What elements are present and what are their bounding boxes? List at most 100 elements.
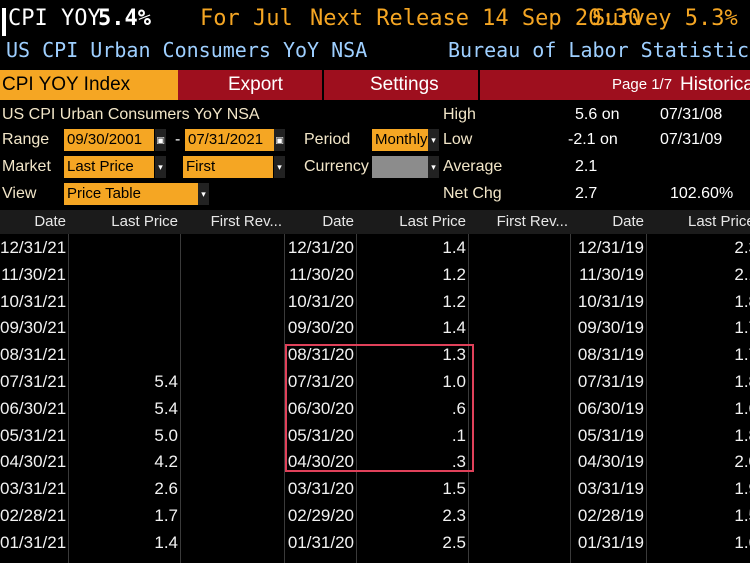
column-header-last-price[interactable]: Last Price	[688, 213, 750, 230]
column-header-first-rev[interactable]: First Rev...	[496, 213, 568, 230]
table-cell-date: 03/31/19	[577, 479, 644, 498]
ticker: CPI YOY	[8, 6, 101, 31]
table-cell-last-price: 1.8	[734, 372, 750, 391]
index-tab[interactable]: CPI YOY Index	[0, 70, 178, 100]
table-cell-last-price: 2.3	[734, 238, 750, 257]
period-select[interactable]: Monthly	[372, 129, 428, 151]
table-cell-last-price: 1.3	[442, 345, 466, 364]
table-cell-date: 11/30/20	[289, 265, 354, 284]
survey: Survey 5.3%	[592, 6, 738, 31]
column-divider	[570, 234, 571, 563]
table-cell-date: 03/31/21	[0, 479, 67, 498]
highlight-box	[285, 344, 474, 472]
table-cell-last-price: 5.4	[154, 399, 178, 418]
table-cell-date: 06/30/19	[577, 399, 644, 418]
table-cell-last-price	[70, 341, 178, 368]
table-cell-last-price: 2.0	[734, 452, 750, 471]
table-cell-date: 11/30/19	[579, 265, 644, 284]
table-cell-last-price: 1.0	[442, 372, 466, 391]
table-cell-last-price: .1	[451, 426, 466, 445]
chevron-down-icon[interactable]: ▾	[428, 129, 439, 151]
table-cell-date: 08/31/20	[287, 345, 354, 364]
table-header: Date Last Price First Rev... Date Last P…	[0, 210, 750, 234]
table-cell-date: 04/30/19	[577, 452, 644, 471]
table-cell-last-price: 1.5	[734, 506, 750, 525]
table-cell-date: 06/30/21	[0, 399, 67, 418]
column-header-first-rev[interactable]: First Rev...	[210, 213, 282, 230]
table-cell-last-price: 1.7	[154, 506, 178, 525]
calendar-icon[interactable]: ▣	[274, 129, 285, 151]
chevron-down-icon[interactable]: ▾	[428, 156, 439, 178]
next-release: Next Release 14 Sep 20:30	[310, 6, 642, 31]
revision-select[interactable]: First Revision	[183, 156, 273, 178]
table-cell-date: 04/30/21	[0, 452, 67, 471]
table-cell-date: 02/28/21	[0, 506, 67, 525]
table-cell-date: 12/31/20	[287, 238, 354, 257]
table-cell-date: 02/29/20	[287, 506, 354, 525]
chevron-down-icon[interactable]: ▾	[155, 156, 166, 178]
table-cell-date: 08/31/19	[577, 345, 644, 364]
page-indicator: Page 1/7	[612, 76, 673, 93]
view-select[interactable]: Price Table	[64, 183, 198, 205]
market-select[interactable]: Last Price	[64, 156, 154, 178]
table-cell-last-price: 1.7	[734, 318, 750, 337]
column-divider	[180, 234, 181, 563]
netchg-value: 2.7	[575, 185, 598, 202]
historical-button[interactable]: Historical	[680, 74, 750, 95]
column-header-date[interactable]: Date	[322, 213, 354, 230]
table-cell-date: 02/28/19	[577, 506, 644, 525]
column-header-last-price[interactable]: Last Price	[399, 213, 466, 230]
table-cell-last-price: .6	[451, 399, 466, 418]
table-cell-date: 10/31/21	[0, 292, 67, 311]
range-end-field[interactable]: 07/31/2021	[185, 129, 275, 151]
average-label: Average	[443, 158, 503, 175]
table-cell-last-price: 4.2	[154, 452, 178, 471]
table-cell-date: 05/31/19	[577, 426, 644, 445]
netchg-label: Net Chg	[443, 185, 502, 202]
table-cell-date: 07/31/19	[577, 372, 644, 391]
table-cell-last-price: 2.5	[442, 533, 466, 552]
settings-button[interactable]: Settings	[370, 74, 439, 95]
table-cell-date: 01/31/21	[0, 533, 67, 552]
chevron-down-icon[interactable]: ▾	[198, 183, 209, 205]
low-label: Low	[443, 131, 473, 148]
average-value: 2.1	[575, 158, 598, 175]
column-divider	[646, 234, 647, 563]
table-cell-last-price	[70, 261, 178, 288]
high-date: 07/31/08	[660, 106, 723, 123]
currency-label: Currency	[304, 158, 369, 175]
table-cell-last-price	[70, 314, 178, 341]
table-cell-last-price: 1.4	[442, 238, 466, 257]
calendar-icon[interactable]: ▣	[155, 129, 166, 151]
table-cell-date: 07/31/20	[287, 372, 354, 391]
table-cell-date: 10/31/19	[577, 292, 644, 311]
chevron-down-icon[interactable]: ▾	[274, 156, 285, 178]
text-cursor	[2, 8, 6, 36]
range-label: Range	[2, 131, 50, 148]
table-cell-last-price: 1.4	[154, 533, 178, 552]
table-cell-last-price: 5.0	[154, 426, 178, 445]
table-cell-last-price: 1.2	[442, 292, 466, 311]
column-header-date[interactable]: Date	[34, 213, 66, 230]
column-header-date[interactable]: Date	[612, 213, 644, 230]
high-label: High	[443, 106, 476, 123]
low-date: 07/31/09	[660, 131, 723, 148]
table-cell-last-price: 1.6	[734, 533, 750, 552]
table-cell-date: 05/31/20	[287, 426, 354, 445]
table-cell-date: 01/31/20	[287, 533, 354, 552]
table-cell-last-price: 1.9	[734, 479, 750, 498]
table-cell-date: 12/31/21	[0, 238, 67, 257]
export-button[interactable]: Export	[228, 74, 283, 95]
menu-bar: CPI YOY Index Export Settings Page 1/7 H…	[0, 70, 750, 100]
column-divider	[68, 234, 69, 563]
table-cell-date: 09/30/21	[0, 318, 67, 337]
table-cell-last-price: 1.8	[734, 426, 750, 445]
table-cell-date: 08/31/21	[0, 345, 67, 364]
table-cell-date: 07/31/21	[0, 372, 67, 391]
table-cell-date: 11/30/21	[1, 265, 66, 284]
range-start-field[interactable]: 09/30/2001	[64, 129, 154, 151]
currency-select[interactable]	[372, 156, 428, 178]
menu-divider	[478, 70, 480, 100]
column-header-last-price[interactable]: Last Price	[111, 213, 178, 230]
table-cell-last-price	[70, 288, 178, 315]
